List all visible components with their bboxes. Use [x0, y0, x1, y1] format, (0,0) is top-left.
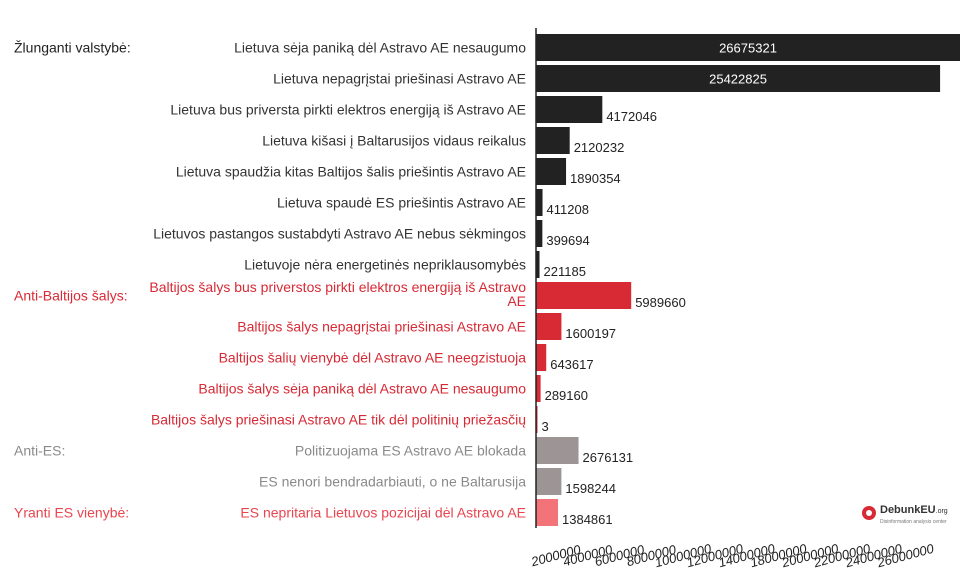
category-label-9: Baltijos šalys nepagrįstai priešinasi As… [237, 319, 526, 335]
bar-7 [536, 251, 540, 278]
category-label-2: Lietuva bus priversta pirkti elektros en… [170, 102, 526, 118]
bar-14 [536, 468, 562, 495]
bar-1 [536, 65, 941, 92]
value-label-12: 3 [542, 419, 549, 434]
category-label-0: Lietuva sėja paniką dėl Astravo AE nesau… [234, 40, 526, 56]
debunkeu-logo: DebunkEU.org Disinformation analysis cen… [862, 500, 948, 525]
bar-5 [536, 189, 543, 216]
category-label-3: Lietuva kišasi į Baltarusijos vidaus rei… [262, 133, 526, 149]
value-label-6: 399694 [546, 233, 589, 248]
value-label-1: 25422825 [709, 72, 767, 87]
category-label-5: Lietuva spaudė ES priešintis Astravo AE [277, 195, 526, 211]
bar-2 [536, 96, 603, 123]
value-label-8: 5989660 [635, 295, 686, 310]
value-label-4: 1890354 [570, 171, 621, 186]
group-label-2: Anti-ES: [14, 443, 65, 459]
category-label-11: Baltijos šalys sėja paniką dėl Astravo A… [198, 381, 526, 397]
value-label-3: 2120232 [574, 140, 625, 155]
bar-9 [536, 313, 562, 340]
bar-4 [536, 158, 567, 185]
bar-10 [536, 344, 547, 371]
value-label-14: 1598244 [565, 481, 616, 496]
category-label-6: Lietuvos pastangos sustabdyti Astravo AE… [153, 226, 526, 242]
bar-13 [536, 437, 579, 464]
category-label-1: Lietuva nepagrįstai priešinasi Astravo A… [273, 71, 526, 87]
category-label-10: Baltijos šalių vienybė dėl Astravo AE ne… [219, 350, 527, 366]
logo-text-wrap: DebunkEU.org Disinformation analysis cen… [880, 500, 948, 525]
value-label-0: 26675321 [719, 41, 777, 56]
value-label-9: 1600197 [565, 326, 616, 341]
group-label-0: Žlunganti valstybė: [14, 40, 131, 56]
category-label-15: ES nepritaria Lietuvos pozicijai dėl Ast… [240, 505, 526, 521]
bar-8 [536, 282, 632, 309]
value-label-7: 221185 [544, 264, 586, 279]
bar-3 [536, 127, 570, 154]
logo-name: DebunkEU [880, 504, 936, 516]
category-label-14: ES nenori bendradarbiauti, o ne Baltarus… [259, 474, 526, 490]
category-label-12: Baltijos šalys priešinasi Astravo AE tik… [151, 412, 526, 428]
bar-15 [536, 499, 559, 526]
value-label-13: 2676131 [583, 450, 634, 465]
category-label-4: Lietuva spaudžia kitas Baltijos šalis pr… [176, 164, 526, 180]
value-label-11: 289160 [545, 388, 588, 403]
group-label-3: Yranti ES vienybė: [14, 505, 129, 521]
debunkeu-logo-icon [862, 505, 876, 520]
logo-tagline: Disinformation analysis center [880, 519, 947, 525]
bar-11 [536, 375, 541, 402]
category-label-13: Politizuojama ES Astravo AE blokada [295, 443, 526, 459]
category-label-7: Lietuvoje nėra energetinės nepriklausomy… [244, 257, 526, 273]
logo-suffix: .org [935, 508, 948, 515]
category-label-8: Baltijos šalys bus priverstos pirkti ele… [149, 279, 526, 309]
value-label-5: 411208 [547, 202, 589, 217]
bar-6 [536, 220, 543, 247]
bar-0 [536, 34, 960, 61]
value-label-10: 643617 [550, 357, 593, 372]
value-label-2: 4172046 [606, 109, 657, 124]
value-label-15: 1384861 [562, 512, 613, 527]
group-label-1: Anti-Baltijos šalys: [14, 288, 128, 304]
